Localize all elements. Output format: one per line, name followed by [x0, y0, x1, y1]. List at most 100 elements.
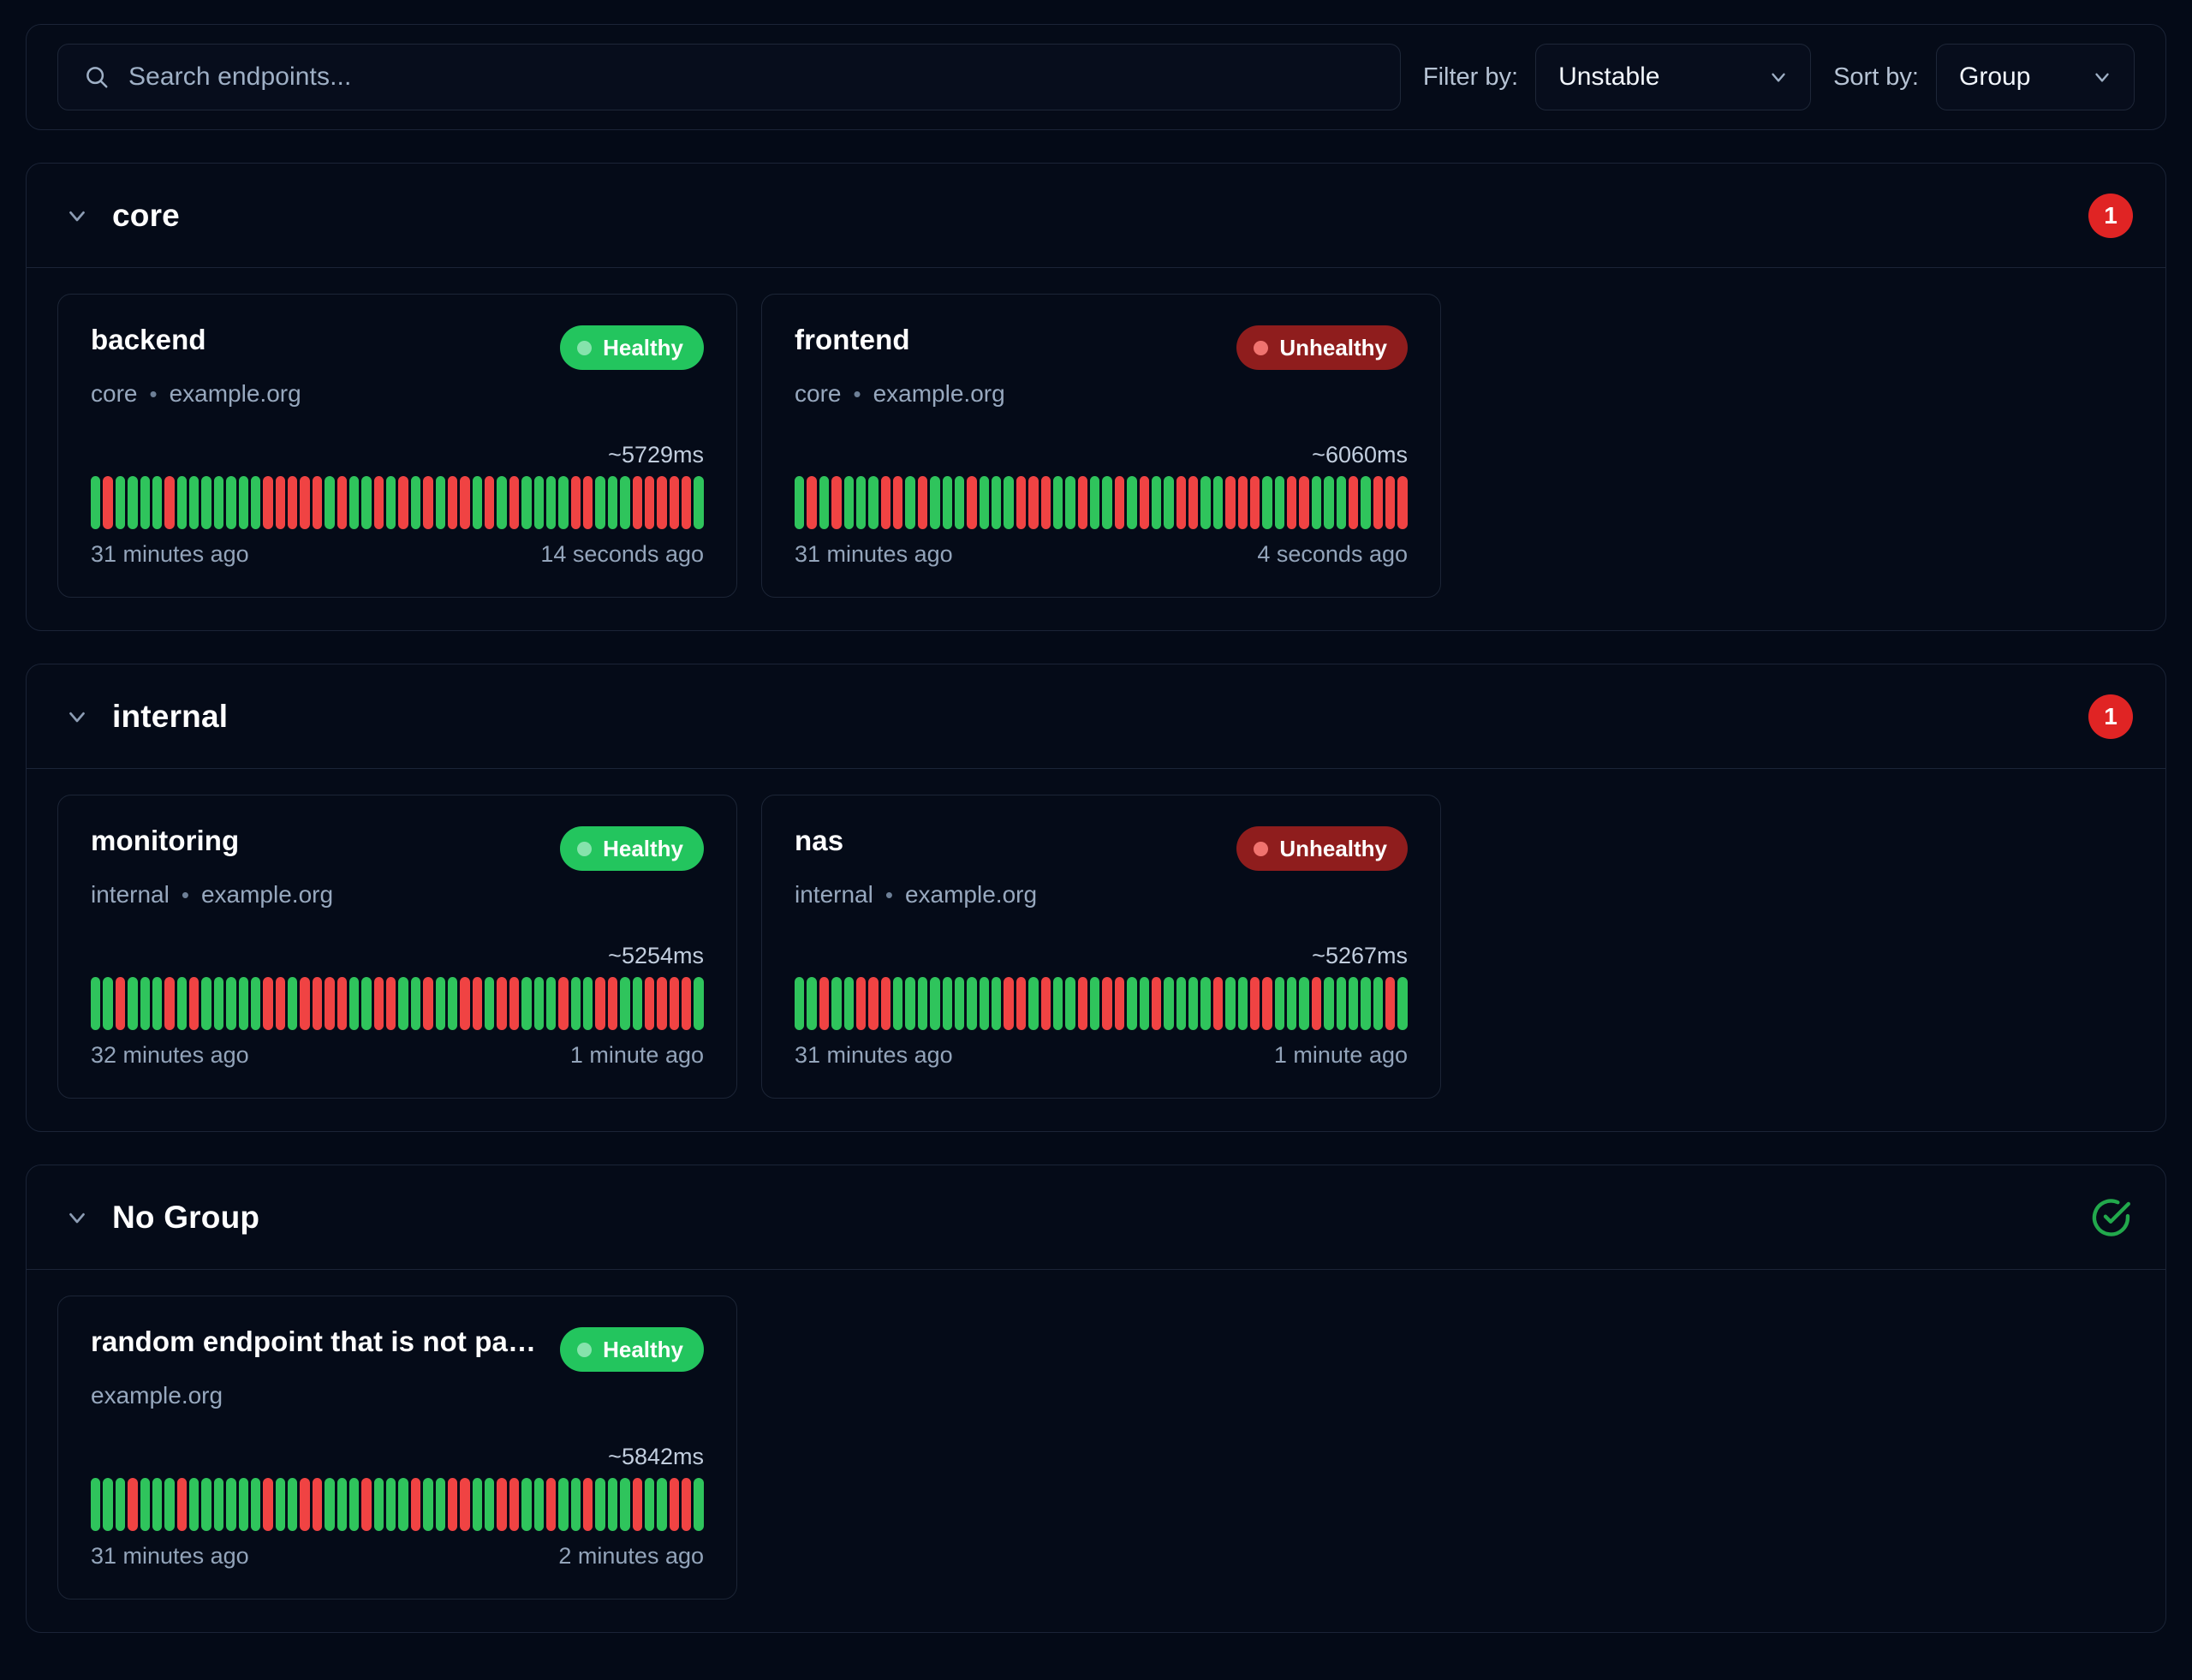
uptime-bar[interactable] — [509, 476, 520, 529]
uptime-bar[interactable] — [967, 977, 977, 1030]
uptime-bar[interactable] — [1287, 977, 1297, 1030]
uptime-bar[interactable] — [1200, 977, 1211, 1030]
uptime-bar[interactable] — [103, 1478, 113, 1531]
uptime-bar[interactable] — [893, 476, 903, 529]
uptime-bar[interactable] — [843, 476, 854, 529]
uptime-sparkline[interactable] — [91, 1478, 704, 1531]
uptime-bar[interactable] — [644, 977, 655, 1030]
uptime-bar[interactable] — [682, 977, 692, 1030]
uptime-bar[interactable] — [533, 977, 544, 1030]
uptime-bar[interactable] — [91, 977, 101, 1030]
uptime-bar[interactable] — [1274, 476, 1284, 529]
uptime-bar[interactable] — [152, 977, 163, 1030]
uptime-bar[interactable] — [1127, 977, 1137, 1030]
uptime-bar[interactable] — [140, 476, 150, 529]
uptime-bar[interactable] — [795, 977, 805, 1030]
uptime-bar[interactable] — [1262, 977, 1272, 1030]
uptime-bar[interactable] — [694, 1478, 704, 1531]
uptime-bar[interactable] — [1348, 476, 1359, 529]
uptime-bar[interactable] — [1065, 476, 1075, 529]
uptime-bar[interactable] — [189, 476, 200, 529]
uptime-bar[interactable] — [1287, 476, 1297, 529]
uptime-bar[interactable] — [226, 476, 236, 529]
uptime-bar[interactable] — [250, 1478, 261, 1531]
uptime-bar[interactable] — [213, 476, 224, 529]
uptime-bar[interactable] — [176, 977, 187, 1030]
uptime-bar[interactable] — [435, 1478, 445, 1531]
uptime-bar[interactable] — [583, 476, 593, 529]
uptime-bar[interactable] — [1077, 977, 1087, 1030]
sort-select[interactable]: Group — [1936, 44, 2135, 110]
uptime-bar[interactable] — [657, 476, 667, 529]
uptime-bar[interactable] — [1299, 476, 1309, 529]
endpoint-card[interactable]: random endpoint that is not part... Heal… — [57, 1296, 737, 1600]
chevron-down-icon[interactable] — [64, 704, 90, 730]
uptime-bar[interactable] — [533, 1478, 544, 1531]
uptime-bar[interactable] — [410, 977, 421, 1030]
uptime-bar[interactable] — [1052, 977, 1063, 1030]
uptime-bar[interactable] — [485, 977, 495, 1030]
uptime-bar[interactable] — [1200, 476, 1211, 529]
uptime-bar[interactable] — [1040, 476, 1051, 529]
uptime-bar[interactable] — [325, 977, 335, 1030]
uptime-bar[interactable] — [1274, 977, 1284, 1030]
uptime-bar[interactable] — [1004, 977, 1014, 1030]
uptime-bar[interactable] — [213, 1478, 224, 1531]
uptime-bar[interactable] — [1090, 977, 1100, 1030]
uptime-bar[interactable] — [1127, 476, 1137, 529]
uptime-bar[interactable] — [1016, 977, 1027, 1030]
uptime-bar[interactable] — [1361, 977, 1371, 1030]
uptime-bar[interactable] — [1139, 476, 1149, 529]
uptime-bar[interactable] — [930, 977, 940, 1030]
uptime-bar[interactable] — [682, 1478, 692, 1531]
uptime-bar[interactable] — [460, 476, 470, 529]
uptime-bar[interactable] — [423, 1478, 433, 1531]
uptime-bar[interactable] — [644, 1478, 655, 1531]
uptime-bar[interactable] — [607, 977, 618, 1030]
uptime-bar[interactable] — [398, 476, 408, 529]
uptime-bar[interactable] — [1188, 476, 1199, 529]
uptime-bar[interactable] — [238, 1478, 248, 1531]
uptime-bar[interactable] — [1225, 977, 1236, 1030]
uptime-bar[interactable] — [128, 977, 138, 1030]
uptime-bar[interactable] — [263, 977, 273, 1030]
uptime-bar[interactable] — [312, 977, 323, 1030]
uptime-bar[interactable] — [819, 476, 830, 529]
uptime-bar[interactable] — [1361, 476, 1371, 529]
uptime-bar[interactable] — [620, 1478, 630, 1531]
group-header[interactable]: No Group — [27, 1165, 2165, 1270]
uptime-bar[interactable] — [607, 476, 618, 529]
uptime-bar[interactable] — [435, 977, 445, 1030]
uptime-bar[interactable] — [1151, 476, 1162, 529]
uptime-bar[interactable] — [1324, 977, 1334, 1030]
uptime-bar[interactable] — [263, 1478, 273, 1531]
uptime-sparkline[interactable] — [795, 977, 1408, 1030]
uptime-bar[interactable] — [967, 476, 977, 529]
uptime-bar[interactable] — [103, 476, 113, 529]
uptime-bar[interactable] — [1212, 977, 1224, 1030]
uptime-bar[interactable] — [917, 476, 928, 529]
uptime-bar[interactable] — [545, 1478, 557, 1531]
uptime-bar[interactable] — [91, 1478, 101, 1531]
uptime-bar[interactable] — [300, 1478, 310, 1531]
uptime-bar[interactable] — [1040, 977, 1051, 1030]
uptime-bar[interactable] — [497, 1478, 507, 1531]
uptime-bar[interactable] — [1188, 977, 1199, 1030]
uptime-bar[interactable] — [226, 977, 236, 1030]
uptime-bar[interactable] — [447, 476, 458, 529]
uptime-bar[interactable] — [558, 476, 569, 529]
uptime-bar[interactable] — [288, 977, 298, 1030]
uptime-bar[interactable] — [819, 977, 830, 1030]
uptime-bar[interactable] — [831, 977, 842, 1030]
uptime-bar[interactable] — [1212, 476, 1224, 529]
uptime-bar[interactable] — [485, 476, 495, 529]
uptime-bar[interactable] — [1249, 977, 1260, 1030]
uptime-bar[interactable] — [1336, 476, 1346, 529]
uptime-bar[interactable] — [1348, 977, 1359, 1030]
uptime-bar[interactable] — [238, 977, 248, 1030]
uptime-bar[interactable] — [1373, 977, 1383, 1030]
uptime-bar[interactable] — [521, 977, 532, 1030]
uptime-bar[interactable] — [570, 977, 581, 1030]
uptime-bar[interactable] — [1016, 476, 1027, 529]
uptime-bar[interactable] — [337, 476, 347, 529]
